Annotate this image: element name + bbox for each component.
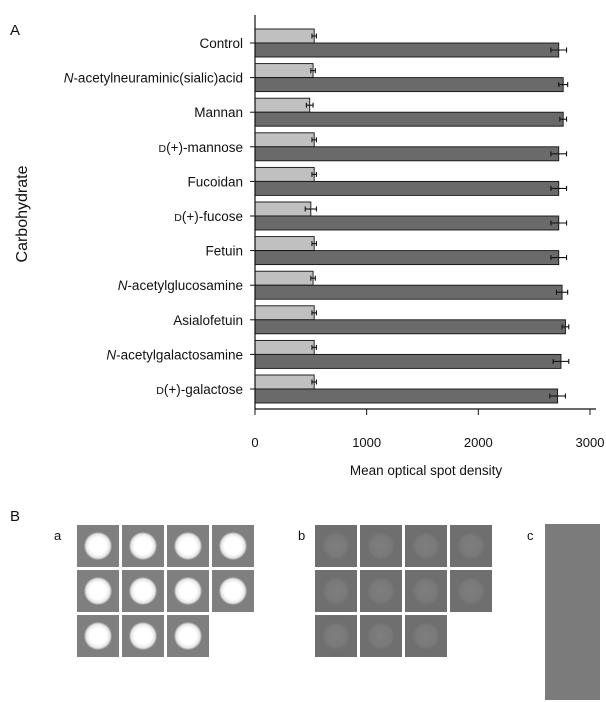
bar-chart: Control N-acetylneuraminic(sialic)acid Man…: [14, 15, 604, 478]
spot-tile: [405, 525, 447, 567]
error-bar: [559, 116, 568, 122]
spot-tile: [77, 615, 119, 657]
error-bar: [311, 310, 317, 316]
bar-dark: [254, 146, 560, 162]
category-label: Mannan: [194, 105, 243, 120]
category-label: N-acetylglucosamine: [118, 278, 243, 293]
bar-dark: [254, 250, 560, 266]
category-label: Asialofetuin: [173, 313, 243, 328]
category-label: N-acetylneuraminic(sialic)acid: [64, 71, 243, 86]
spot-tile: [450, 525, 492, 567]
spot-grid-a: [77, 525, 254, 657]
bar-light: [254, 339, 315, 355]
error-bar: [555, 289, 569, 295]
bar-dark: [254, 77, 564, 93]
x-tick-label: 2000: [464, 435, 493, 450]
error-bar: [558, 82, 569, 88]
error-bar: [550, 220, 568, 226]
bar-dark: [254, 180, 560, 196]
error-bar: [550, 255, 568, 261]
error-bar: [549, 393, 566, 399]
error-bar: [550, 185, 568, 191]
bar-light: [254, 28, 315, 44]
spot-tile: [77, 525, 119, 567]
bar-dark: [254, 111, 564, 127]
panel-a-letter: A: [10, 22, 20, 39]
x-tick-label: 3000: [576, 435, 605, 450]
x-tick-label: 1000: [352, 435, 381, 450]
bars-layer: [254, 28, 570, 404]
spot-tile: [360, 525, 402, 567]
bar-light: [254, 374, 315, 390]
error-bar: [311, 241, 317, 247]
spot-tile: [315, 570, 357, 612]
bar-dark: [254, 284, 563, 300]
category-label: Fetuin: [205, 244, 243, 259]
spot-tile: [315, 525, 357, 567]
spot-tile: [167, 525, 209, 567]
bar-dark: [254, 388, 559, 404]
bar-dark: [254, 353, 562, 369]
spot-tile: [360, 615, 402, 657]
error-bar: [304, 206, 317, 212]
spot-tile: [122, 615, 164, 657]
category-label: D(+)-fucose: [174, 209, 243, 224]
spot-tile: [405, 615, 447, 657]
category-labels: Control N-acetylneuraminic(sialic)acid Man…: [64, 36, 255, 397]
error-bar: [311, 379, 317, 385]
error-bar: [552, 358, 570, 364]
category-label: D(+)-galactose: [156, 382, 243, 397]
spot-tile: [167, 570, 209, 612]
spot-tile: [212, 525, 254, 567]
bar-light: [254, 236, 315, 252]
error-bar: [550, 47, 568, 53]
subpanel-a-letter: a: [54, 528, 62, 543]
error-bar: [310, 275, 316, 281]
x-tick-label: 0: [251, 435, 258, 450]
spot-tile: [122, 570, 164, 612]
panel-b-letter: B: [10, 508, 20, 525]
spot-tile: [450, 570, 492, 612]
error-bar: [305, 102, 314, 108]
subpanel-b-letter: b: [298, 528, 305, 543]
bar-light: [254, 305, 315, 321]
spot-tile: [360, 570, 402, 612]
bar-light: [254, 63, 314, 79]
subpanel-c-letter: c: [527, 528, 534, 543]
bar-light: [254, 166, 315, 182]
spot-tile: [405, 570, 447, 612]
error-bar: [311, 171, 317, 177]
error-bar: [311, 344, 317, 350]
x-axis-ticks: 0 1000 2000 3000: [251, 409, 604, 450]
spot-tile: [77, 570, 119, 612]
spot-grid-b: [315, 525, 492, 657]
error-bar: [311, 137, 317, 143]
spot-tile: [167, 615, 209, 657]
error-bar: [310, 68, 316, 74]
bar-light: [254, 270, 314, 286]
bar-light: [254, 201, 312, 217]
bar-light: [254, 132, 315, 148]
error-bar: [311, 33, 317, 39]
panel-b-images: a b c: [54, 524, 600, 700]
spot-tile: [212, 570, 254, 612]
membrane-strip-c: [545, 524, 600, 700]
bar-dark: [254, 215, 560, 231]
bar-dark: [254, 319, 566, 335]
category-label: Fucoidan: [187, 174, 243, 189]
category-label: Control: [199, 36, 243, 51]
error-bar: [561, 324, 570, 330]
bar-dark: [254, 42, 560, 58]
spot-tile: [315, 615, 357, 657]
spot-tile: [122, 525, 164, 567]
y-axis-title: Carbohydrate: [14, 165, 31, 262]
error-bar: [550, 151, 568, 157]
bar-light: [254, 97, 311, 113]
category-label: D(+)-mannose: [158, 140, 243, 155]
category-label: N-acetylgalactosamine: [106, 347, 243, 362]
x-axis-title: Mean optical spot density: [350, 463, 503, 478]
